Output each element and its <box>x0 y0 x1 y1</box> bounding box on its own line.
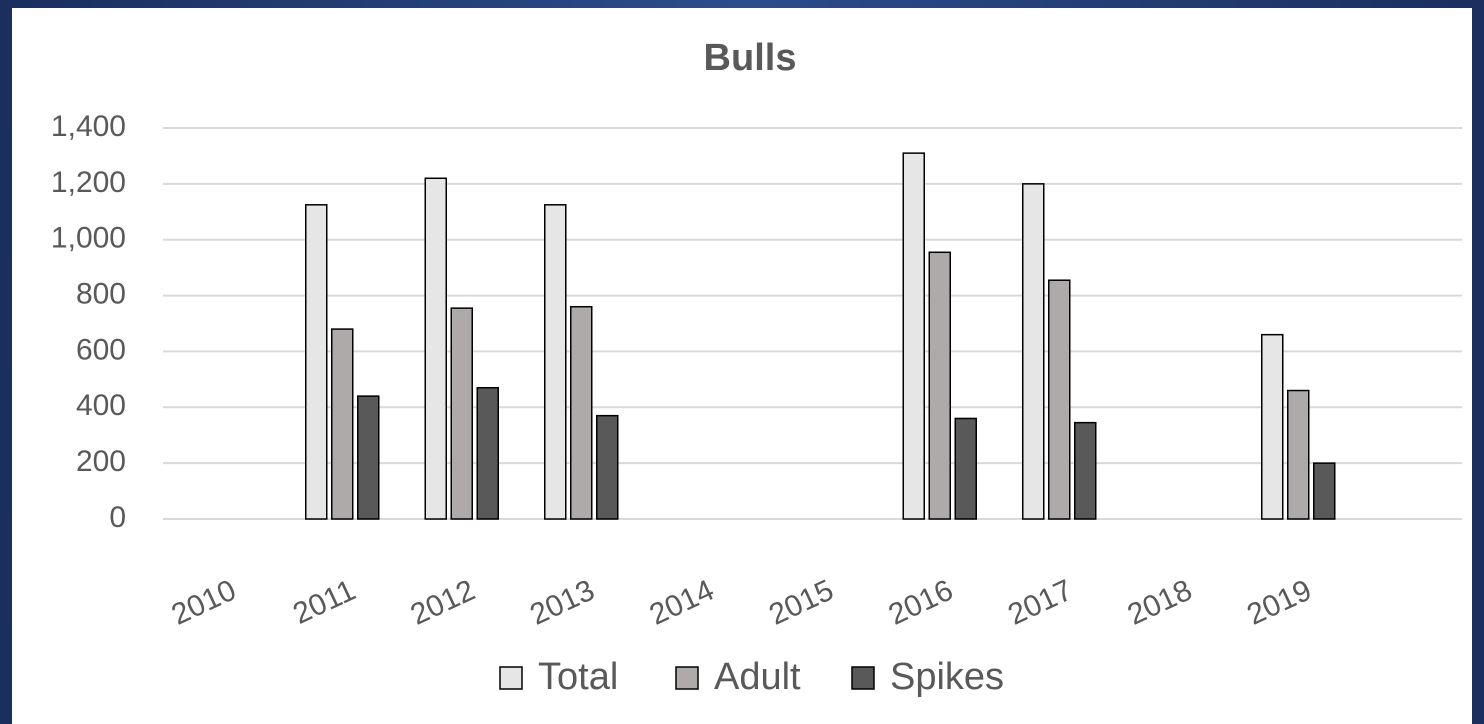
bar <box>357 395 380 520</box>
legend-swatch <box>675 666 699 690</box>
y-tick-label: 1,400 <box>51 110 126 143</box>
legend-swatch <box>499 666 523 690</box>
legend-label: Spikes <box>890 656 1004 698</box>
y-tick-label: 1,000 <box>51 222 126 255</box>
chart-title: Bulls <box>704 37 797 79</box>
y-tick-label: 200 <box>76 445 126 478</box>
bar <box>596 414 619 520</box>
bar <box>1048 279 1071 520</box>
y-tick-label: 1,200 <box>51 166 126 199</box>
bar <box>305 204 328 520</box>
bar <box>424 177 447 520</box>
bar <box>902 152 925 520</box>
y-tick-label: 600 <box>76 333 126 366</box>
bar <box>1261 333 1284 520</box>
y-tick-label: 800 <box>76 277 126 310</box>
legend-swatch <box>851 666 875 690</box>
bar <box>1074 421 1097 520</box>
bar <box>1313 462 1336 520</box>
bar <box>544 204 567 520</box>
legend-label: Total <box>538 656 618 698</box>
bar <box>331 328 354 520</box>
bar <box>1287 389 1310 520</box>
bar <box>954 417 977 520</box>
bar <box>928 251 951 520</box>
legend-label: Adult <box>714 656 801 698</box>
bar <box>1022 183 1045 520</box>
bar <box>476 386 499 520</box>
bar <box>570 305 593 520</box>
bar <box>450 307 473 520</box>
y-tick-label: 400 <box>76 389 126 422</box>
y-tick-label: 0 <box>109 501 126 534</box>
